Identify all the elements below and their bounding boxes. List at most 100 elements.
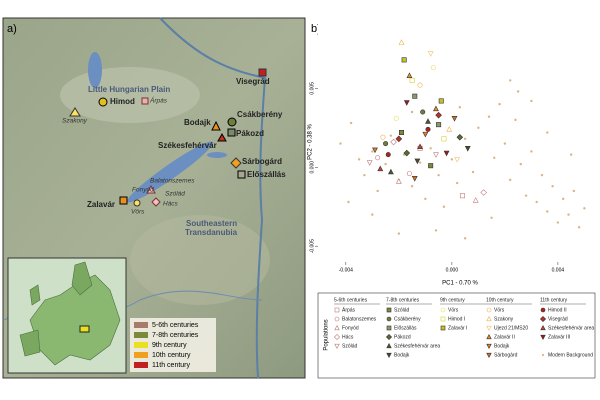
place-label: Előszállás — [247, 170, 286, 179]
legend-group-title: 7-8th centuries — [386, 297, 420, 303]
point — [519, 162, 522, 166]
legend-swatch — [134, 322, 148, 328]
legend-marker — [440, 316, 446, 322]
legend-marker — [386, 325, 392, 331]
point — [384, 162, 387, 166]
legend-label: Bodajk — [394, 352, 410, 358]
point — [503, 142, 507, 145]
britain — [29, 284, 41, 306]
legend-marker — [385, 333, 393, 341]
point — [377, 165, 384, 172]
legend-label: Vörs — [448, 307, 459, 313]
place-label: Szakony — [62, 118, 88, 125]
site-marker — [69, 107, 81, 117]
legend-marker — [334, 343, 340, 350]
point — [403, 149, 411, 157]
site-marker — [146, 184, 156, 194]
point — [375, 155, 381, 161]
point — [371, 213, 374, 216]
place-label: Bodajk — [184, 118, 211, 127]
point — [387, 168, 394, 175]
place-label: Himod — [110, 97, 135, 106]
place-label: Zalavár — [87, 200, 115, 209]
point — [546, 131, 549, 134]
point — [411, 176, 418, 182]
place-label: Szólád — [165, 191, 185, 198]
point — [339, 142, 342, 145]
point — [383, 141, 389, 147]
site-marker — [141, 97, 149, 105]
site-marker — [98, 97, 108, 107]
site-marker — [258, 68, 267, 77]
point — [535, 200, 538, 204]
plain — [60, 67, 200, 123]
point — [420, 109, 426, 115]
point — [454, 157, 461, 163]
site-marker — [119, 196, 128, 205]
legend-swatch — [134, 342, 148, 348]
legend-marker — [386, 352, 392, 359]
legend-marker — [486, 343, 492, 350]
legend-group-title: 5-6th centuries — [334, 297, 368, 303]
legend-label: Bodajk — [494, 343, 510, 349]
legend-label: Zalavár II — [494, 334, 515, 340]
map-panel: a) Little Hungarian Plain Himod Árpás Sz… — [2, 17, 306, 379]
point — [450, 158, 454, 161]
point — [403, 100, 410, 106]
map-legend: 5-6th centuries 7-8th centuries 9th centur… — [130, 318, 216, 372]
point — [433, 152, 439, 158]
point — [438, 98, 444, 104]
legend-label: Szólád — [342, 343, 358, 349]
legend-marker — [539, 315, 547, 323]
legend-marker — [486, 352, 492, 359]
point — [480, 189, 487, 196]
plot-area — [318, 22, 595, 262]
place-label: Fonyód — [132, 187, 154, 194]
point — [376, 189, 379, 193]
point — [422, 131, 429, 138]
point — [401, 57, 407, 63]
legend-label: Szakony — [494, 316, 514, 322]
point — [561, 197, 565, 201]
x-axis-title: PC1 - 0.70 % — [442, 281, 478, 287]
place-label: Árpás — [149, 96, 168, 105]
legend-label: Árpás — [342, 306, 356, 313]
point — [429, 147, 432, 150]
site-marker — [237, 170, 246, 179]
legend-label: Zalavár I — [448, 325, 467, 331]
legend-label: Himod I — [448, 316, 465, 322]
legend-label: Fonyód — [342, 325, 359, 331]
point — [395, 135, 403, 143]
site-marker — [227, 117, 237, 127]
lake-velence — [207, 152, 227, 158]
point — [583, 207, 586, 210]
legend-marker — [334, 316, 340, 322]
point — [380, 134, 386, 140]
point — [546, 210, 549, 213]
panel-label: b) — [311, 23, 321, 35]
legend-marker — [541, 353, 545, 357]
point — [493, 156, 496, 159]
legend-title: Populations — [324, 319, 330, 350]
place-label: Balatonszemes — [150, 178, 195, 185]
point — [567, 213, 570, 216]
point — [456, 133, 464, 141]
legend-marker — [386, 307, 392, 313]
legend-label: Ujezd 21/MS20 — [494, 325, 528, 331]
point — [514, 118, 517, 122]
legend-label: Pákozd — [394, 334, 411, 340]
point — [398, 39, 405, 45]
legend-label: 7-8th centuries — [152, 332, 199, 339]
place-label: Sárbogárd — [242, 157, 282, 166]
point — [390, 138, 397, 146]
lake-ferto — [88, 52, 102, 88]
point — [357, 158, 361, 161]
place-label: Hács — [163, 201, 179, 208]
point — [389, 134, 393, 137]
place-label: Székesfehérvár — [158, 141, 217, 150]
point — [409, 77, 415, 83]
point — [398, 130, 404, 136]
point — [436, 122, 442, 128]
site-marker — [227, 128, 236, 137]
legend-label: Szólád — [394, 307, 410, 313]
